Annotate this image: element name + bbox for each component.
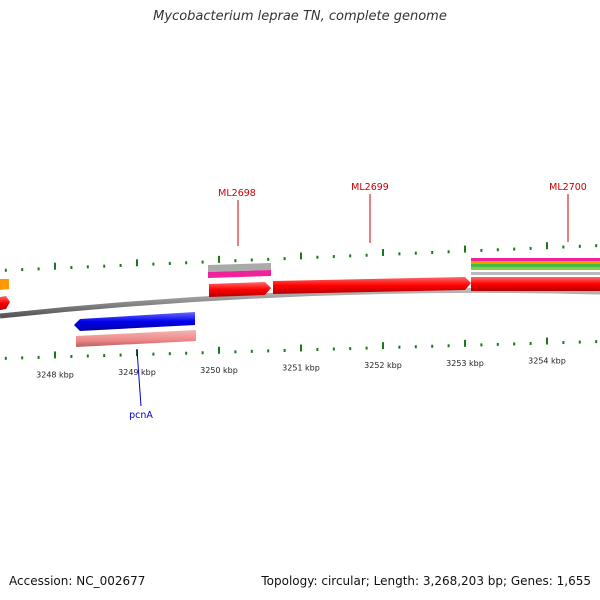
feature-track-grey-2[interactable] [471,272,600,275]
kbp-tick-labels: 3248 kbp 3249 kbp 3250 kbp 3251 kbp 3252 kbp… [36,357,566,380]
gene-label-ML2699[interactable]: ML2699 [351,182,389,193]
gene-label-ML2700[interactable]: ML2700 [549,182,587,193]
genome-backbone [0,287,600,319]
feature-track-green-2[interactable] [471,267,600,270]
outer-tick-ring [4,242,598,272]
kbp-tick-label: 3252 kbp [364,361,402,370]
gene-label-ML2698[interactable]: ML2698 [218,188,256,199]
feature-track-green-1[interactable] [471,264,600,267]
feature-red-left[interactable] [0,296,10,310]
kbp-tick-label: 3253 kbp [446,359,484,368]
map-title: Mycobacterium leprae TN, complete genome [153,9,447,24]
gene-label-pcnA[interactable]: pcnA [129,410,153,421]
accession-label: Accession: NC_002677 [9,574,146,588]
feature-track-magenta-2[interactable] [471,258,600,261]
kbp-tick-label: 3254 kbp [528,357,566,366]
feature-ML2700[interactable] [471,277,600,291]
feature-track-grey[interactable] [208,263,271,272]
kbp-tick-label: 3250 kbp [200,366,238,375]
feature-ML2699[interactable] [273,277,471,294]
kbp-tick-label: 3249 kbp [118,368,156,377]
leader-pcnA [136,349,142,407]
feature-ML2698[interactable] [209,282,271,297]
feature-track-orange[interactable] [471,261,600,264]
genome-summary: Topology: circular; Length: 3,268,203 bp… [261,574,591,588]
feature-orange-left[interactable] [0,279,9,290]
feature-pcnA[interactable] [74,312,195,331]
kbp-tick-label: 3248 kbp [36,370,74,379]
kbp-tick-label: 3251 kbp [282,363,320,372]
feature-pcnA-track[interactable] [76,330,196,347]
feature-track-magenta[interactable] [208,270,271,278]
